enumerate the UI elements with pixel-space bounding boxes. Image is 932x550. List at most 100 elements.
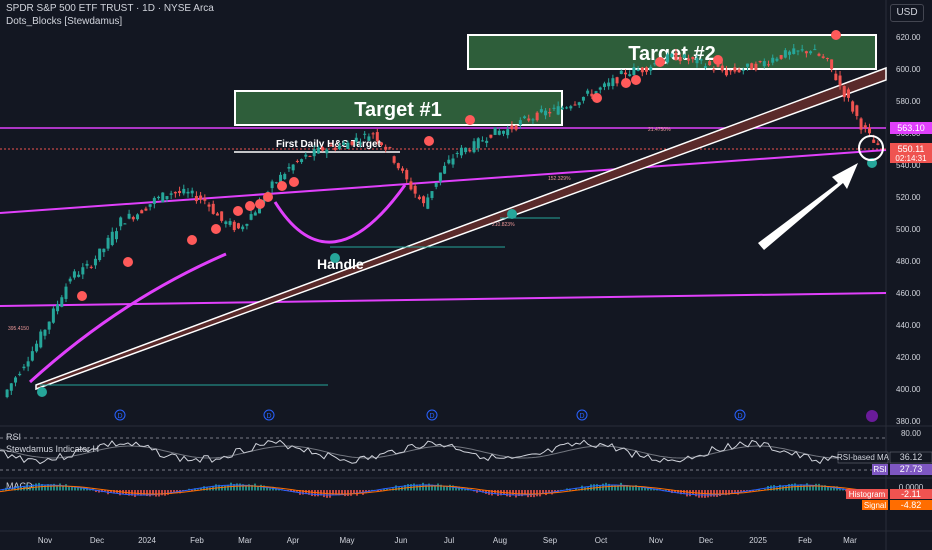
candle-body (165, 196, 169, 200)
macd-histogram-bar (416, 484, 418, 491)
candle-body (39, 331, 43, 348)
magenta-curve-left (28, 252, 227, 384)
macd-histogram-bar (443, 486, 445, 491)
candle-body (758, 61, 762, 63)
red-dot-marker (631, 75, 641, 85)
candle-body (716, 64, 720, 67)
x-tick-label: Jul (444, 536, 454, 545)
candle-body (750, 63, 754, 70)
macd-histogram-bar (629, 486, 631, 491)
candle-body (152, 197, 156, 204)
macd-histogram-bar (818, 483, 820, 491)
candle-body (560, 107, 564, 110)
candle-body (708, 61, 712, 66)
macd-histogram-bar (554, 490, 556, 493)
candle-body (527, 118, 531, 121)
candle-body (18, 373, 22, 376)
red-dot-marker (831, 30, 841, 40)
candle-body (737, 69, 741, 73)
candle-body (796, 50, 800, 52)
macd-histogram-bar (536, 490, 538, 497)
macd-hist-value: -2.11 (901, 489, 921, 499)
target-1-label: Target #1 (354, 99, 441, 121)
y-tick-label: 480.00 (896, 257, 921, 266)
macd-histogram-bar (689, 490, 691, 497)
macd-histogram-bar (581, 485, 583, 491)
macd-histogram-bar (239, 483, 241, 491)
x-tick-label: Nov (38, 536, 52, 545)
macd-histogram-bar (8, 489, 10, 491)
candle-body (194, 195, 198, 202)
candle-body (695, 58, 699, 64)
macd-histogram-bar (62, 485, 64, 491)
candle-body (607, 82, 611, 87)
magenta-trendline-upper (0, 149, 887, 214)
candle-body (312, 148, 316, 157)
candle-body (211, 203, 215, 214)
macd-histogram-bar (710, 490, 712, 497)
candle-body (9, 383, 13, 391)
macd-histogram-bar (260, 484, 262, 491)
macd-histogram-bar (44, 484, 46, 491)
candle-body (434, 182, 438, 187)
candle-body (872, 139, 876, 143)
candle-body (127, 213, 131, 219)
macd-histogram-bar (146, 490, 148, 497)
rsi-line (0, 439, 881, 465)
candle-body (51, 308, 55, 323)
red-dot-marker (592, 93, 602, 103)
candle-body (245, 223, 249, 226)
candle-body (712, 69, 716, 71)
candle-body (342, 142, 346, 145)
macd-histogram-bar (623, 485, 625, 491)
macd-histogram-bar (119, 490, 121, 496)
currency-button[interactable]: USD (890, 4, 924, 22)
red-dot-marker (211, 224, 221, 234)
macd-histogram-bar (293, 490, 295, 493)
candle-body (745, 63, 749, 67)
macd-histogram-bar (437, 483, 439, 491)
y-tick-label: 460.00 (896, 289, 921, 298)
rsi-name: RSI (873, 465, 886, 474)
macd-signal-line (0, 485, 881, 495)
candle-body (384, 146, 388, 150)
candle-body (800, 49, 804, 51)
macd-histogram-bar (545, 490, 547, 496)
candle-body (788, 51, 792, 55)
candle-body (548, 112, 552, 114)
macd-histogram-bar (770, 485, 772, 491)
candle-body (321, 147, 325, 151)
macd-histogram-bar (17, 486, 19, 491)
candle-body (98, 248, 102, 261)
macd-histogram-bar (767, 486, 769, 491)
macd-histogram-bar (266, 486, 268, 491)
candle-body (464, 147, 468, 153)
candle-body (148, 204, 152, 207)
dividend-marker-label: D (429, 413, 434, 420)
green-dot-marker (37, 387, 47, 397)
x-tick-label: Feb (798, 536, 812, 545)
candle-body (703, 66, 707, 68)
macd-histogram-bar (716, 490, 718, 497)
macd-histogram-bar (236, 483, 238, 491)
macd-histogram-bar (77, 486, 79, 491)
candle-body (855, 105, 859, 116)
x-tick-label: 2024 (138, 536, 156, 545)
macd-histogram-bar (248, 484, 250, 491)
macd-histogram-bar (290, 490, 292, 492)
red-dot-marker (424, 136, 434, 146)
candle-body (56, 304, 60, 312)
macd-histogram-bar (542, 490, 544, 494)
small-level-label: 210.823% (492, 222, 515, 228)
candle-body (611, 78, 615, 86)
macd-histogram-bar (677, 490, 679, 494)
candle-body (804, 51, 808, 54)
candle-body (619, 70, 623, 75)
macd-histogram-bar (68, 486, 70, 491)
macd-histogram-bar (152, 490, 154, 496)
red-dot-marker (255, 199, 265, 209)
macd-histogram-bar (383, 488, 385, 491)
macd-histogram-bar (590, 484, 592, 491)
macd-histogram-bar (461, 487, 463, 491)
